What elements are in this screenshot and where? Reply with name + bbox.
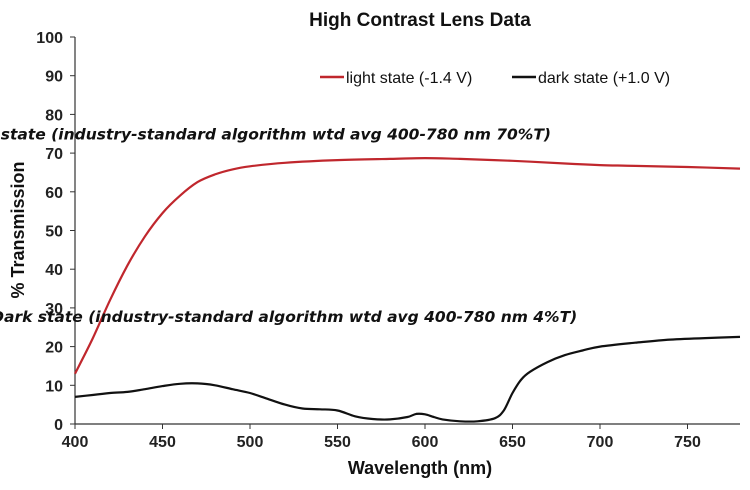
y-tick-label: 30 bbox=[45, 301, 63, 318]
y-tick-label: 80 bbox=[45, 107, 63, 124]
chart-title: High Contrast Lens Data bbox=[309, 10, 531, 31]
x-tick-label: 550 bbox=[324, 434, 351, 451]
x-tick-label: 500 bbox=[237, 434, 264, 451]
annotations: Light state (industry-standard algorithm… bbox=[0, 126, 577, 327]
y-tick-label: 40 bbox=[45, 262, 63, 279]
x-tick-label: 450 bbox=[149, 434, 176, 451]
series-line-light-state bbox=[74, 157, 741, 375]
x-tick-label: 650 bbox=[499, 434, 526, 451]
legend-label: dark state (+1.0 V) bbox=[538, 70, 670, 87]
y-tick-label: 50 bbox=[45, 224, 63, 241]
annotation-text: Dark state (industry-standard algorithm … bbox=[0, 308, 577, 326]
y-tick-label: 60 bbox=[45, 185, 63, 202]
x-tick-label: 400 bbox=[62, 434, 89, 451]
x-tick-label: 750 bbox=[674, 434, 701, 451]
y-tick-label: 20 bbox=[45, 340, 63, 357]
y-tick-label: 0 bbox=[54, 417, 63, 434]
legend: light state (-1.4 V) dark state (+1.0 V) bbox=[320, 70, 670, 87]
y-tick-label: 100 bbox=[36, 30, 63, 47]
y-tick-label: 70 bbox=[45, 146, 63, 163]
y-tick-label: 90 bbox=[45, 69, 63, 86]
y-axis-title: % Transmission bbox=[8, 161, 28, 298]
x-tick-label: 600 bbox=[412, 434, 439, 451]
y-tick-label: 10 bbox=[45, 378, 63, 395]
series-line-dark-state bbox=[74, 335, 741, 423]
x-tick-label: 700 bbox=[587, 434, 614, 451]
x-axis-title: Wavelength (nm) bbox=[348, 458, 492, 478]
legend-label: light state (-1.4 V) bbox=[346, 70, 472, 87]
annotation-text: Light state (industry-standard algorithm… bbox=[0, 126, 551, 144]
plot-area: 0 10 20 30 40 50 60 70 80 90 100 400 450 500 550 600 650… bbox=[36, 30, 741, 451]
